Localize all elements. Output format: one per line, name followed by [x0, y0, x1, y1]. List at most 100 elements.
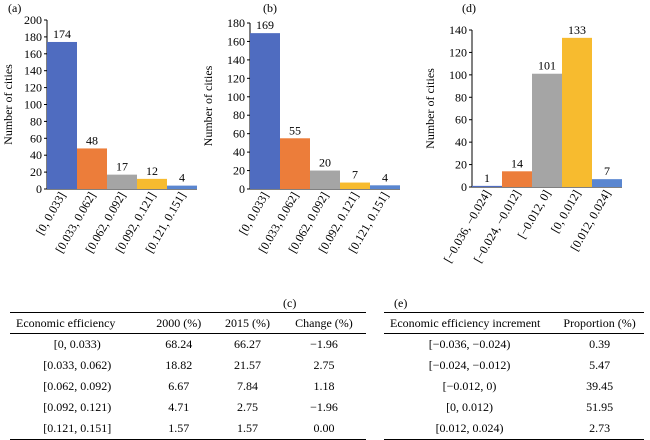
y-tick-label: 40 — [233, 145, 245, 159]
table-header-cell: Economic efficiency — [10, 312, 145, 334]
y-tick-label: 140 — [227, 53, 245, 67]
table-row: [0.012, 0.024) 2.73 — [384, 418, 644, 440]
table-efficiency-increment: Economic efficiency increment Proportion … — [384, 312, 644, 440]
y-tick-label: 60 — [233, 127, 245, 141]
bar-value-label: 101 — [538, 59, 556, 73]
table-header-cell: Change (%) — [281, 312, 366, 334]
table-cell: 1.57 — [213, 418, 282, 440]
y-tick-label: 0 — [36, 182, 42, 196]
bar — [370, 185, 400, 189]
bar-value-label: 4 — [179, 171, 185, 185]
bar-value-label: 4 — [382, 170, 388, 184]
table-cell: [−0.036, −0.024) — [428, 337, 511, 351]
table-cell: 2.75 — [237, 400, 259, 414]
table-cell: [−0.012, 0) — [442, 379, 497, 393]
table-cell: [0, 0.012) — [446, 400, 494, 414]
bar-value-label: 55 — [289, 123, 301, 137]
y-axis-label: Number of cities — [201, 65, 215, 146]
y-tick-label: 20 — [233, 164, 245, 178]
table-cell: 0.00 — [281, 418, 366, 440]
bar — [167, 185, 197, 189]
bar — [502, 171, 532, 187]
table-cell: [−0.024, −0.012) — [428, 358, 511, 372]
bar — [77, 148, 107, 189]
table-row: [0.121, 0.151] 1.57 1.57 0.00 — [10, 418, 366, 440]
y-tick-label: 40 — [30, 148, 42, 162]
table-cell: 18.82 — [165, 358, 193, 372]
bar-value-label: 133 — [568, 23, 586, 37]
y-tick-label: 80 — [455, 90, 467, 104]
y-axis-label: Number of cities — [423, 68, 437, 149]
bar-value-label: 14 — [511, 156, 523, 170]
table-row: [0, 0.033) 68.24 66.27 −1.96 — [10, 334, 366, 356]
y-tick-label: 60 — [30, 131, 42, 145]
panel-label: (a) — [8, 1, 21, 15]
y-tick-label: 100 — [449, 68, 467, 82]
panel-label-c: (c) — [283, 296, 297, 310]
y-tick-label: 180 — [24, 30, 42, 44]
bar-value-label: 12 — [146, 164, 158, 178]
table-cell: −1.96 — [310, 337, 338, 351]
y-tick-label: 20 — [455, 158, 467, 172]
table-row: [0.092, 0.121) 4.71 2.75 −1.96 — [10, 397, 366, 418]
y-tick-label: 60 — [455, 113, 467, 127]
table-cell: 2.75 — [313, 358, 335, 372]
y-axis-label: Number of cities — [1, 64, 15, 145]
bar-value-label: 1 — [484, 171, 490, 185]
bar-value-label: 7 — [352, 168, 358, 182]
table-row: [−0.024, −0.012) 5.47 — [384, 355, 644, 376]
table-cell: [0.012, 0.024) — [384, 418, 556, 440]
table-row: [−0.012, 0) 39.45 — [384, 376, 644, 397]
bar — [592, 179, 622, 187]
table-header-cell: Economic efficiency increment — [384, 312, 556, 334]
y-tick-label: 40 — [455, 135, 467, 149]
y-tick-label: 0 — [461, 180, 467, 194]
y-tick-label: 80 — [233, 108, 245, 122]
y-tick-label: 80 — [30, 114, 42, 128]
table-cell: 7.84 — [237, 379, 259, 393]
bar — [340, 182, 370, 189]
bar-value-label: 20 — [319, 156, 331, 170]
table-cell: 2.73 — [555, 418, 644, 440]
bar-value-label: 17 — [116, 160, 128, 174]
y-tick-label: 160 — [227, 34, 245, 48]
table-cell: 39.45 — [586, 379, 614, 393]
panel-label: (b) — [263, 1, 277, 15]
table-row: [0, 0.012) 51.95 — [384, 397, 644, 418]
y-tick-label: 180 — [227, 16, 245, 30]
y-tick-label: 120 — [227, 71, 245, 85]
table-cell: [0.062, 0.092) — [43, 379, 112, 393]
bar — [250, 33, 280, 190]
y-tick-label: 120 — [449, 45, 467, 59]
y-tick-label: 120 — [24, 81, 42, 95]
bar-value-label: 48 — [86, 133, 98, 147]
table-cell: 51.95 — [586, 400, 614, 414]
panel-label-e: (e) — [394, 296, 408, 310]
table-cell: 6.67 — [168, 379, 190, 393]
table-cell: 4.71 — [168, 400, 190, 414]
y-tick-label: 0 — [239, 182, 245, 196]
y-tick-label: 140 — [449, 23, 467, 37]
y-tick-label: 160 — [24, 47, 42, 61]
table-header-cell: 2015 (%) — [213, 312, 282, 334]
bar — [532, 73, 562, 187]
bar — [310, 170, 340, 189]
table-cell: 1.18 — [313, 379, 335, 393]
bar-value-label: 174 — [53, 27, 71, 41]
bar — [280, 138, 310, 189]
bar-value-label: 7 — [604, 164, 610, 178]
table-header-cell: Proportion (%) — [555, 312, 644, 334]
table-cell: [0.121, 0.151] — [10, 418, 145, 440]
bar — [47, 41, 77, 189]
table-row: [0.062, 0.092) 6.67 7.84 1.18 — [10, 376, 366, 397]
table-cell: −1.96 — [310, 400, 338, 414]
table-header-cell: 2000 (%) — [144, 312, 214, 334]
y-tick-label: 200 — [24, 13, 42, 27]
bar — [107, 174, 137, 189]
y-tick-label: 140 — [24, 64, 42, 78]
table-cell: 66.27 — [234, 337, 262, 351]
y-tick-label: 100 — [227, 90, 245, 104]
panel-label: (d) — [462, 1, 476, 15]
table-row: [−0.036, −0.024) 0.39 — [384, 334, 644, 356]
